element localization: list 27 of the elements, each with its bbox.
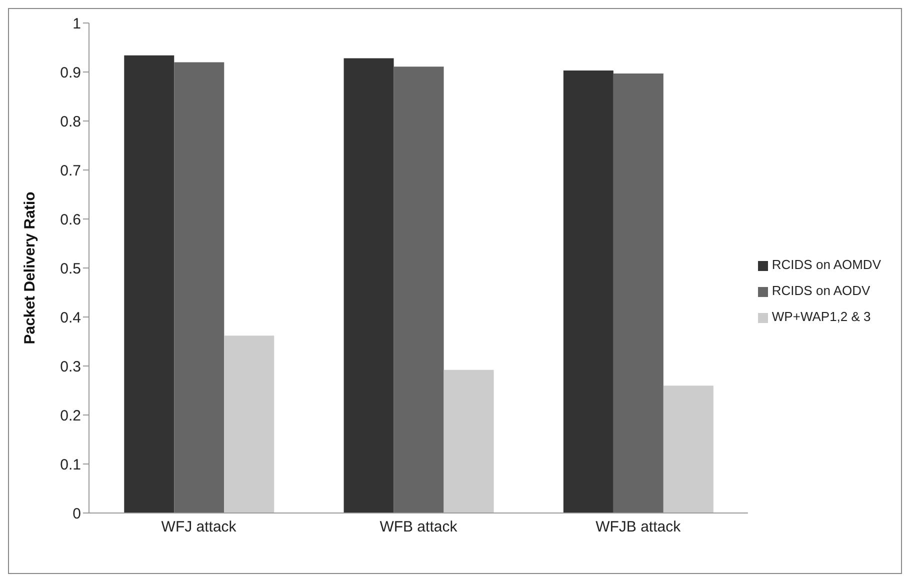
x-tick-label: WFJB attack xyxy=(596,518,682,536)
y-axis-title: Packet Delivery Ratio xyxy=(21,192,38,344)
bar xyxy=(174,62,224,513)
bar xyxy=(124,55,174,513)
bar xyxy=(663,386,714,513)
x-tick-label: WFB attack xyxy=(380,518,458,536)
bar xyxy=(613,73,664,513)
bar xyxy=(563,70,614,513)
y-tick-label: 0.1 xyxy=(60,456,81,474)
y-tick-label: 0.3 xyxy=(60,358,81,376)
bar xyxy=(444,370,494,513)
y-tick-label: 0.4 xyxy=(60,309,81,326)
legend-label: WP+WAP1,2 & 3 xyxy=(772,309,871,324)
bar xyxy=(344,58,394,513)
y-tick-label: 0.5 xyxy=(60,260,81,278)
y-tick-label: 0.7 xyxy=(60,162,81,180)
bar xyxy=(394,66,444,513)
y-tick-label: 0.8 xyxy=(60,113,81,130)
y-tick-label: 1 xyxy=(72,15,81,32)
bar xyxy=(224,336,274,513)
y-tick-label: 0.6 xyxy=(60,211,81,228)
legend-label: RCIDS on AODV xyxy=(772,283,870,298)
x-tick-label: WFJ attack xyxy=(161,518,237,536)
y-tick-label: 0.9 xyxy=(60,64,81,82)
y-tick-label: 0 xyxy=(72,505,81,522)
y-tick-label: 0.2 xyxy=(60,407,81,424)
legend-label: RCIDS on AOMDV xyxy=(772,257,881,272)
